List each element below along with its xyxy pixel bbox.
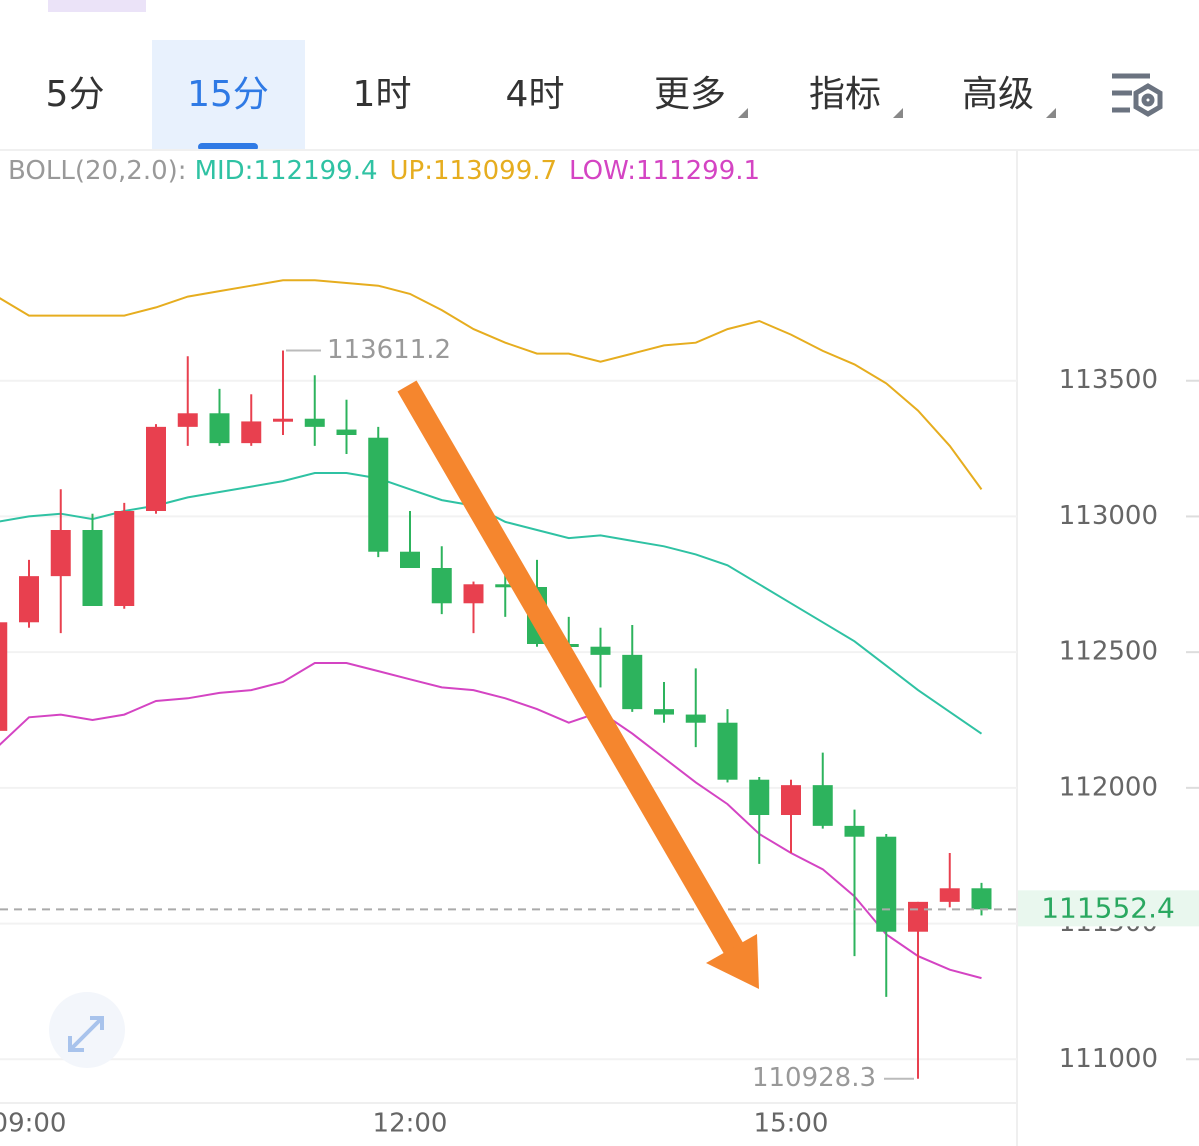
tab[interactable]: 4时 [506,74,565,115]
tab[interactable]: 更多 [654,74,726,115]
candle-body [114,511,135,606]
boll-line [0,279,983,490]
tab[interactable]: 指标 [809,74,881,115]
candle-body [876,836,897,932]
candle-body [622,654,643,710]
expand-bg [49,992,125,1068]
candle-body [717,722,738,780]
candle-body [336,429,357,435]
current-price: 111552.4 [1041,891,1175,924]
candle-body [908,901,928,932]
tab[interactable]: 高级 [962,74,1034,115]
legend-name: LOW: [569,156,636,186]
low-annotation: 110928.3 [752,1063,876,1093]
y-tick-label: 111000 [1059,1044,1158,1074]
y-tick-label: 113500 [1059,365,1158,395]
candle-body [82,530,103,606]
candle-body [812,785,833,826]
candle-body [590,646,611,655]
x-tick-label: 12:00 [373,1109,448,1139]
candle-body [241,421,262,444]
timeframe-tabs: 5分 15分 1时 4时 更多 指标 高级 [46,40,1056,151]
dropdown-mark [738,108,748,118]
arrow-head [706,934,759,989]
candle-body [400,551,420,568]
candle-body [368,437,389,552]
candle-body [654,709,674,715]
candle-body [177,413,198,427]
y-tick-label: 112500 [1059,637,1158,667]
price-label-bg [1018,890,1199,927]
legend-value: 113099.7 [433,156,557,186]
high-annotation: 113611.2 [327,335,451,365]
tab[interactable]: 15分 [187,74,269,115]
expand-button[interactable] [49,992,125,1068]
x-tick-label: 15:00 [754,1109,829,1139]
trend-arrow [397,380,759,989]
candle-body [19,576,39,623]
icon-gear-hole [1141,93,1155,107]
tab[interactable]: 1时 [353,74,412,115]
dropdown-mark [1046,108,1056,118]
candle-body [0,622,8,731]
tab-selected-bg [152,40,305,150]
candle-body [685,714,706,723]
arrow-shaft [397,380,748,962]
candle-body [495,584,516,588]
candle-body [273,418,293,422]
legend-value: 111299.1 [636,156,760,186]
candle-body [463,584,484,604]
y-tick-label: 113000 [1059,501,1158,531]
candle-body [50,530,71,577]
candle-body [209,413,230,444]
candle-body [781,785,801,815]
candle-body [304,418,325,427]
settings-icon[interactable] [1112,73,1163,117]
top-strip [48,0,146,12]
indicator-legend: BOLL(20,2.0): MID:112199.4 UP:113099.7 LOW:… [8,156,760,186]
boll-line [0,662,982,980]
tab[interactable]: 5分 [46,74,105,115]
dropdown-mark [893,108,903,118]
expand-glyph [68,1016,104,1052]
x-tick-label: 09:00 [0,1109,66,1139]
candle-body [844,825,865,837]
legend-name: MID: [195,156,254,186]
candle-body [146,426,166,511]
price-label-box: 111552.4 [1018,890,1199,927]
candle-body [431,568,452,604]
legend-value: 112199.4 [253,156,377,186]
icon-gear [1133,83,1163,117]
candle-body [939,888,960,902]
candle-body [971,888,992,910]
indicator-name: BOLL(20,2.0): [8,156,187,186]
y-tick-label: 112000 [1059,772,1158,802]
candle-body [749,779,770,815]
legend-name: UP: [390,156,433,186]
